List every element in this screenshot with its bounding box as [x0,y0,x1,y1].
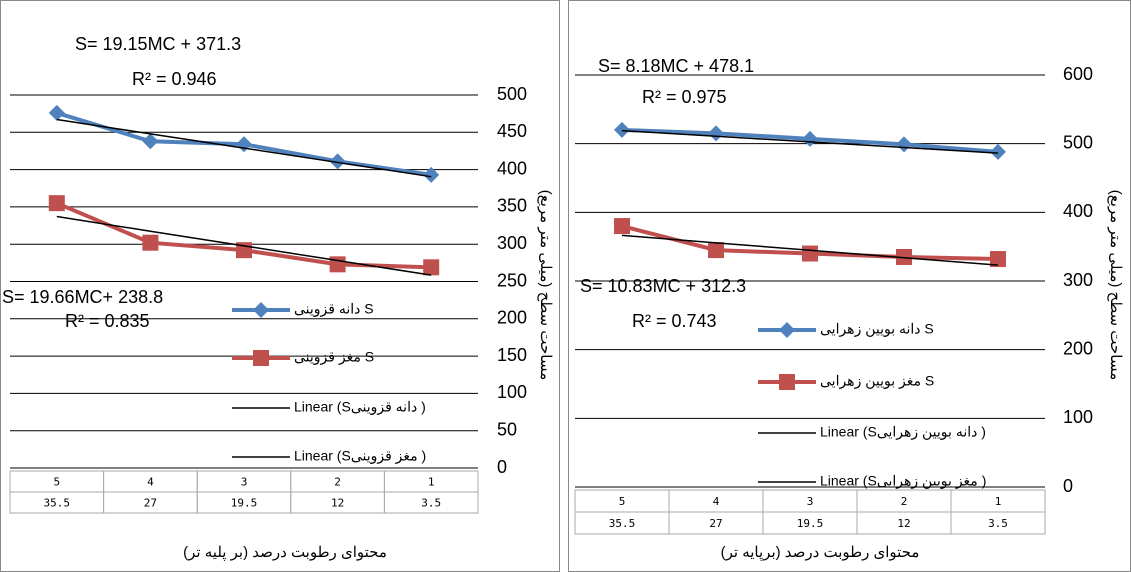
legend-label: دانه بویین زهرایی S [820,321,934,338]
table-label: 4 [147,476,154,489]
legend-label: Linear (Sمغز قزوینی ) [294,448,426,465]
diamond-marker [329,153,346,170]
y-tick-label: 200 [497,308,527,328]
table-label: 3.5 [988,517,1008,530]
table-label: 3.5 [421,497,441,510]
table-label: 1 [995,495,1002,508]
square-marker [329,256,346,273]
y-tick-label: 150 [497,345,527,365]
square-marker [253,350,269,366]
trend-line [621,234,999,266]
y-tick-label: 350 [497,196,527,216]
y-tick-label: 400 [1063,201,1093,221]
annotation: S= 19.15MC + 371.3 [75,34,241,54]
y-tick-label: 0 [497,457,507,477]
table-cell [574,511,670,535]
x-axis-label: محتوای رطوبت درصد (برپایه تر) [721,544,920,561]
diamond-marker [614,121,630,138]
legend-label: مغز بویین زهرایی S [820,373,934,390]
diamond-marker [142,133,159,150]
square-marker [423,259,440,276]
diamond-marker [990,143,1006,160]
table-label: 19.5 [797,517,824,530]
trend-line [621,129,999,154]
table-label: 12 [897,517,910,530]
y-tick-label: 200 [1063,338,1093,358]
annotation: S= 8.18MC + 478.1 [598,56,754,76]
table-label: 2 [901,495,908,508]
diamond-marker [48,104,65,121]
legend-label: Linear (Sدانه قزوینی ) [294,399,426,416]
y-tick-label: 100 [1063,407,1093,427]
square-marker [48,195,65,212]
annotation: S= 10.83MC + 312.3 [580,276,746,296]
trend-line [56,215,432,276]
diamond-marker [896,136,912,153]
legend-label: مغز قزوینی S [294,349,374,366]
legend-label: دانه قزوینی S [294,301,374,318]
table-label: 3 [807,495,814,508]
legend-label: Linear (Sدانه بویین زهرایی ) [820,424,986,441]
y-tick-label: 50 [497,419,517,439]
y-tick-label: 450 [497,121,527,141]
diamond-marker [708,125,724,142]
table-label: 35.5 [609,517,636,530]
y-axis-label: مساحت سطح (میلی متر مربع) [537,190,554,381]
y-tick-label: 300 [497,233,527,253]
table-label: 19.5 [231,497,258,510]
square-marker [802,245,818,262]
diamond-marker [253,302,269,318]
y-tick-label: 250 [497,270,527,290]
y-tick-label: 500 [497,84,527,104]
table-label: 4 [713,495,720,508]
diamond-marker [236,136,252,153]
diamond-marker [779,322,795,338]
annotation: R² = 0.835 [65,311,150,331]
square-marker [142,234,159,251]
diamond-marker [802,130,818,147]
annotation: R² = 0.946 [132,69,217,89]
y-tick-label: 300 [1063,270,1093,290]
x-axis-label: محتوای رطوبت درصد (بر پلیه تر) [183,544,387,561]
table-cell [9,491,105,514]
y-tick-label: 100 [497,382,527,402]
legend-label: Linear (Sمغز بویین زهرایی ) [820,473,986,490]
square-marker [896,248,912,265]
square-marker [614,218,630,235]
annotation: R² = 0.975 [642,87,727,107]
table-label: 27 [144,497,157,510]
annotation: R² = 0.743 [632,311,717,331]
trend-line [56,118,432,178]
table-label: 5 [619,495,626,508]
square-marker [990,251,1006,268]
table-label: 2 [334,476,341,489]
table-label: 27 [709,517,722,530]
y-tick-label: 0 [1063,476,1073,496]
table-label: 1 [428,476,435,489]
annotation: S= 19.66MC+ 238.8 [2,287,163,307]
table-label: 12 [331,497,344,510]
table-label: 3 [241,476,248,489]
table-label: 35.5 [44,497,71,510]
square-marker [779,374,795,390]
y-tick-label: 400 [497,158,527,178]
diamond-marker [423,166,440,183]
y-axis-label: مساحت سطح (میلی متر مربع) [1107,190,1124,381]
table-label: 5 [53,476,60,489]
square-marker [708,242,724,259]
y-tick-label: 600 [1063,64,1093,84]
y-tick-label: 500 [1063,132,1093,152]
